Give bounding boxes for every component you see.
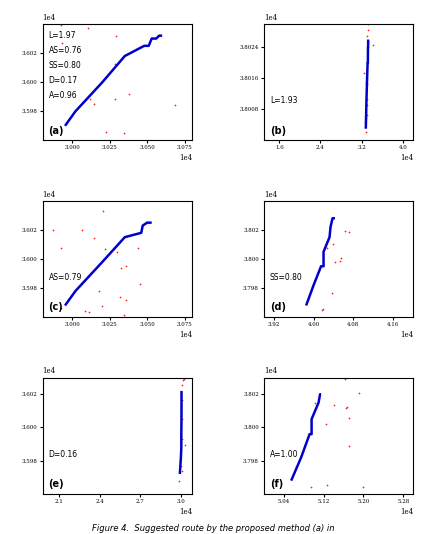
- Text: Figure 4.  Suggested route by the proposed method (a) in: Figure 4. Suggested route by the propose…: [92, 524, 334, 533]
- Text: AS=0.76: AS=0.76: [49, 46, 82, 55]
- Text: L=1.97: L=1.97: [49, 31, 76, 40]
- Text: A=0.96: A=0.96: [49, 91, 77, 100]
- Text: (e): (e): [49, 480, 64, 489]
- Text: L=1.93: L=1.93: [270, 96, 297, 105]
- Text: AS=0.79: AS=0.79: [49, 273, 82, 282]
- Text: (f): (f): [270, 480, 283, 489]
- Text: A=1.00: A=1.00: [270, 450, 298, 459]
- Text: SS=0.80: SS=0.80: [270, 273, 302, 282]
- Text: (d): (d): [270, 302, 286, 312]
- Text: D=0.16: D=0.16: [49, 450, 78, 459]
- Text: (a): (a): [49, 125, 64, 136]
- Text: (c): (c): [49, 302, 63, 312]
- Text: SS=0.80: SS=0.80: [49, 61, 81, 70]
- Text: (b): (b): [270, 125, 286, 136]
- Text: D=0.17: D=0.17: [49, 76, 78, 85]
